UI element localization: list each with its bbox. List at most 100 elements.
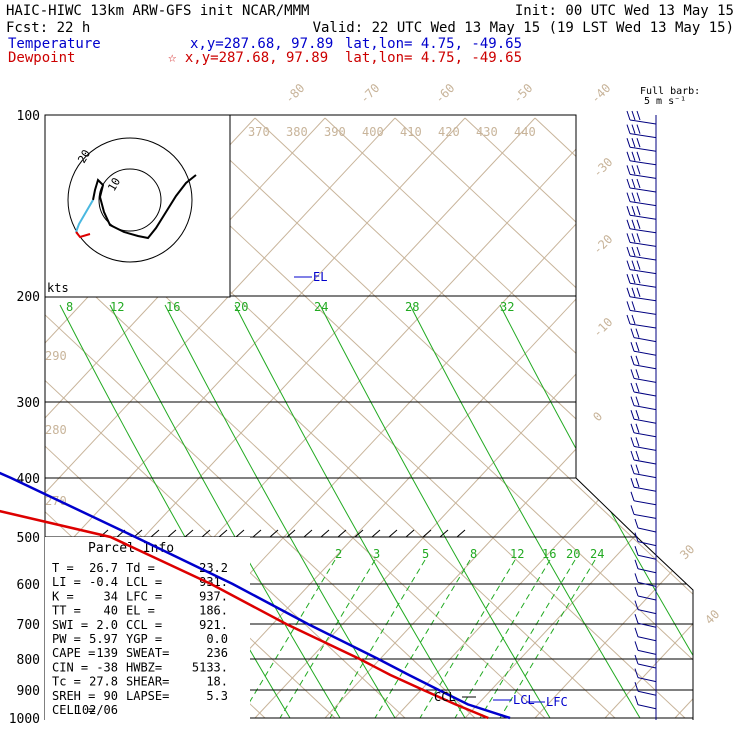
mixing-ratio-label-lower: 2: [335, 547, 342, 561]
parcel-row-cell: CIN =: [52, 660, 88, 674]
parcel-row-cell: LCL =: [126, 575, 162, 589]
wind-barb-shaft: [633, 459, 657, 465]
wind-barb-shaft: [629, 228, 657, 234]
mixing-ratio-label-upper: 32: [500, 300, 514, 314]
level-markers: EL CCL LCL LFC: [294, 270, 568, 709]
parcel-row-cell: Tc =: [52, 675, 81, 689]
wind-barb-flag: [630, 342, 635, 352]
isotherm-label-right: 30: [677, 542, 697, 562]
wind-barb-flag: [636, 274, 641, 284]
parcel-row-cell: LFC =: [126, 589, 162, 603]
wind-barb-shaft: [629, 323, 657, 329]
pressure-label-1000: 1000: [9, 712, 40, 727]
wind-barb-flag: [635, 342, 640, 352]
wind-barb-flag: [635, 478, 640, 488]
wind-barb-flag: [631, 219, 636, 229]
wind-barb-shaft: [633, 391, 657, 397]
parcel-row-cell: 23.2: [199, 561, 228, 575]
wind-barb-shaft: [637, 568, 657, 574]
dry-adiabat-line: [45, 117, 546, 719]
header-forecast: Fcst: 22 h: [6, 20, 90, 36]
dry-adiabat-line: [324, 117, 693, 719]
pressure-label-900: 900: [17, 684, 40, 699]
hatch-mark: [150, 529, 160, 538]
wind-barb-shaft: [637, 527, 657, 533]
isotherm-label-right: 40: [702, 607, 722, 627]
wind-barb-flag: [636, 233, 641, 243]
wind-barb-flag: [630, 328, 635, 338]
wind-barb-flag: [626, 138, 631, 148]
dewpoint-latlon: lat,lon= 4.75, -49.65: [345, 50, 522, 66]
barb-legend-line2: 5 m s⁻¹: [644, 96, 686, 107]
theta-label-left: 290: [45, 349, 67, 363]
parcel-row-cell: 931.: [199, 575, 228, 589]
wind-barb-flag: [631, 287, 636, 297]
wind-barb-flag: [626, 124, 631, 134]
wind-barb-flag: [634, 559, 639, 569]
hatch-mark: [184, 529, 194, 538]
wind-barb-flag: [626, 206, 631, 216]
parcel-row-cell: K =: [52, 589, 74, 603]
dewpoint-xy: ☆ x,y=287.68, 97.89: [168, 50, 328, 66]
wind-barb-shaft: [629, 282, 657, 288]
mixing-ratio-dashed: [329, 559, 426, 719]
parcel-row-cell: PW =: [52, 632, 81, 646]
wind-barb-flag: [626, 192, 631, 202]
wind-barb-flag: [626, 260, 631, 270]
wind-barb-flag: [634, 641, 639, 651]
wind-barb-flag: [635, 369, 640, 379]
wind-barb-shaft: [633, 337, 657, 343]
pressure-label-400: 400: [17, 472, 40, 487]
wind-barb-flag: [626, 219, 631, 229]
barb-legend-line1: Full barb:: [640, 86, 700, 97]
parcel-row-cell: -0.4: [89, 575, 118, 589]
wind-barb-shaft: [633, 513, 657, 519]
wind-barb-flag: [634, 668, 639, 678]
wind-barb-shaft: [637, 677, 657, 683]
hodograph-ring-inner: [98, 168, 162, 232]
hodograph-box: [44, 114, 231, 298]
parcel-row-cell: SREH =: [52, 689, 95, 703]
parcel-row-cell: 139: [96, 646, 118, 660]
wind-barb-shaft: [633, 377, 657, 383]
mixing-ratio-label-upper: 28: [405, 300, 419, 314]
isotherm-line: [674, 117, 693, 719]
parcel-info-table: Parcel Info T = 26.7 Td = 23.2LI = -0.4 LCL =…: [45, 537, 250, 720]
isotherm-label-right: 0: [590, 409, 605, 424]
parcel-row-cell: TT =: [52, 604, 81, 618]
isotherm-label-top: -40: [588, 81, 613, 106]
theta-label: 430: [476, 125, 498, 139]
theta-label: 440: [514, 125, 536, 139]
wind-barb-flag: [630, 396, 635, 406]
wind-barb-flag: [636, 110, 641, 121]
mixing-ratio-dashed: [454, 559, 551, 719]
wind-barb-shaft: [637, 541, 657, 547]
wind-barb-shaft: [629, 201, 657, 207]
isotherm-label-right: -10: [590, 315, 615, 340]
ccl-marker-label: CCL: [434, 690, 456, 704]
wind-barb-flag: [635, 382, 640, 393]
sounding-profiles: [0, 471, 511, 720]
temperature-latlon: lat,lon= 4.75, -49.65: [345, 36, 522, 52]
wind-barb-shaft: [637, 595, 657, 601]
wind-barb-flag: [634, 573, 639, 583]
hodograph-trace-black: [92, 174, 197, 240]
dewpoint-label: Dewpoint: [8, 50, 75, 66]
mixing-ratio-dashed: [479, 559, 576, 719]
hatch-mark: [235, 529, 245, 538]
mixing-ratio-label-lower: 16: [542, 547, 556, 561]
wind-barb-flag: [631, 124, 636, 134]
wind-barb-flag: [630, 437, 635, 447]
wind-barb-shaft: [637, 609, 657, 615]
mixing-ratio-label-upper: 8: [66, 300, 73, 314]
hodograph-trace-cyan: [75, 199, 94, 233]
wind-barb-flag: [634, 586, 639, 597]
wind-barb-shaft: [637, 622, 657, 628]
wind-barb-shaft: [633, 486, 657, 492]
hatch-mark: [371, 529, 381, 538]
parcel-row-cell: SHEAR=: [126, 675, 169, 689]
wind-barb-flag: [635, 464, 640, 474]
theta-label: 370: [248, 125, 270, 139]
header-init: Init: 00 UTC Wed 13 May 15: [515, 3, 734, 19]
